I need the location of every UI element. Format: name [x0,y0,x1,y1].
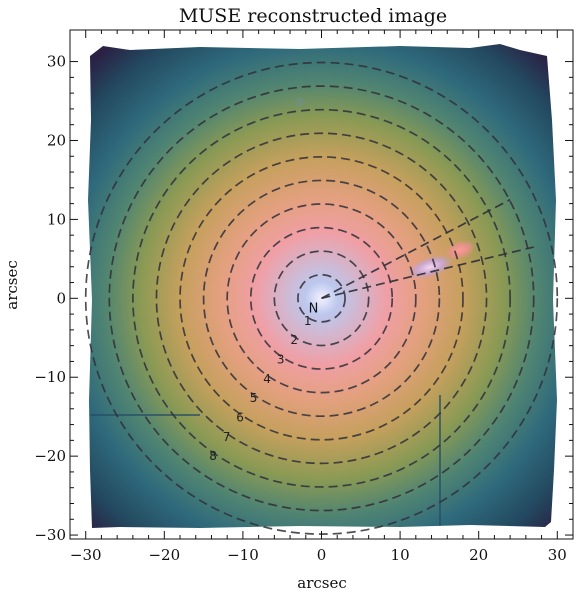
axis-ticks [70,30,573,539]
y-tick-label: 10 [47,210,66,228]
ring-label-3: 3 [277,353,285,367]
aperture-ring-1 [297,273,346,323]
y-tick-label: 30 [47,53,66,71]
ring-label-8: 8 [209,449,217,463]
ring-label-2: 2 [290,333,298,347]
aperture-rings [84,61,559,535]
faint-source [295,97,305,107]
x-tick-label: 0 [317,546,327,564]
ring-label-7: 7 [223,430,231,444]
ring-label-1: 1 [304,314,312,328]
galaxy-field [88,44,557,528]
aperture-ring-7 [155,132,488,465]
y-tick-label: −10 [34,368,66,386]
x-tick-label: 10 [391,546,410,564]
chart-title: MUSE reconstructed image [179,5,447,27]
aperture-ring-9 [108,85,535,512]
aperture-ring-6 [179,155,464,441]
slit-wedge [321,198,534,300]
y-tick-label: −30 [34,526,66,544]
galaxy-image [88,44,557,528]
x-tick-label: −10 [227,546,259,564]
aperture-ring-4 [226,203,417,394]
x-tick-labels: −30 −20 −10 0 10 20 30 [70,546,567,564]
ring-label-6: 6 [236,410,244,424]
x-tick-label: 30 [548,546,567,564]
y-tick-labels: −30 −20 −10 0 10 20 30 [34,53,66,544]
aperture-ring-3 [249,226,394,370]
bright-knot-a [406,254,454,280]
aperture-ring-5 [202,179,441,418]
x-tick-label: 20 [469,546,488,564]
ring-label-4: 4 [263,372,271,386]
x-tick-label: −30 [70,546,102,564]
aperture-ring-2 [273,250,370,347]
nucleus-label: N [309,301,319,316]
ring-label-5: 5 [250,391,258,405]
y-tick-label: −20 [34,447,66,465]
y-tick-label: 20 [47,131,66,149]
x-tick-label: −20 [148,546,180,564]
y-tick-label: 0 [56,289,66,307]
y-axis-label: arcsec [3,260,21,310]
x-axis-label: arcsec [297,574,347,592]
aperture-ring-8 [132,108,511,488]
wedge-edge-upper [321,198,511,300]
wedge-edge-lower [321,246,534,300]
